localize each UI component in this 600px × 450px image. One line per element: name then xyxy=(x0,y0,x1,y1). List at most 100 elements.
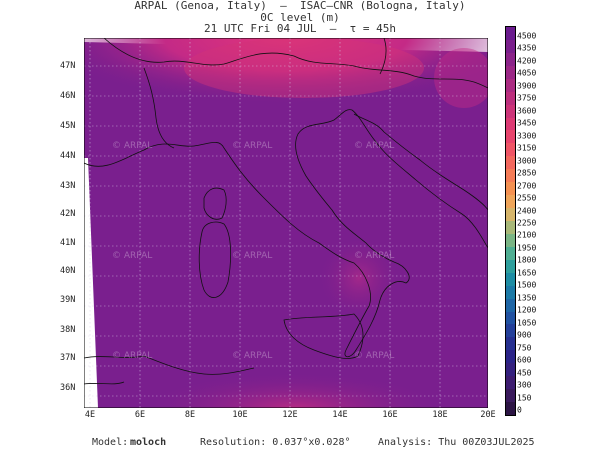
colorbar-segment xyxy=(506,182,515,196)
lat-label: 40N xyxy=(60,266,76,276)
header-title: ARPAL (Genoa, Italy) – ISAC–CNR (Bologna… xyxy=(134,0,466,12)
colorbar-segment xyxy=(506,363,515,377)
colorbar-label: 150 xyxy=(517,393,532,403)
freezing-level-map: © ARPAL © ARPAL © ARPAL © ARPAL © ARPAL … xyxy=(83,37,494,409)
colorbar-label: 2100 xyxy=(517,230,537,240)
colorbar-segment xyxy=(506,221,515,235)
colorbar-segment xyxy=(506,156,515,170)
lat-label: 38N xyxy=(60,325,76,335)
colorbar-segment xyxy=(506,169,515,183)
lat-label: 39N xyxy=(60,295,76,305)
colorbar-segment xyxy=(506,27,515,41)
colorbar-segment xyxy=(506,52,515,67)
watermark: © ARPAL xyxy=(232,251,272,261)
lat-label: 47N xyxy=(60,61,76,71)
map-header: ARPAL (Genoa, Italy) – ISAC–CNR (Bologna… xyxy=(0,0,600,35)
colorbar-label: 450 xyxy=(517,368,532,378)
colorbar-segment xyxy=(506,104,515,119)
colorbar-segment xyxy=(506,402,515,416)
colorbar-segment xyxy=(506,39,515,54)
graticule xyxy=(84,38,488,408)
colorbar-segment xyxy=(506,389,515,403)
watermark: © ARPAL xyxy=(112,251,152,261)
watermark: © ARPAL xyxy=(232,351,272,361)
model-label: Model: xyxy=(92,437,129,448)
colorbar-segment xyxy=(506,143,515,157)
colorbar-label: 300 xyxy=(517,380,532,390)
colorbar-label: 1650 xyxy=(517,268,537,278)
lon-label: 8E xyxy=(184,410,196,420)
colorbar-segment xyxy=(506,208,515,222)
colorbar-segment xyxy=(506,259,515,274)
model-value: moloch xyxy=(130,437,167,448)
lat-label: 45N xyxy=(60,121,76,131)
colorbar-segment xyxy=(506,376,515,390)
colorbar-segment xyxy=(506,130,515,144)
lon-label: 18E xyxy=(432,410,448,420)
colorbar-label: 3600 xyxy=(517,106,537,116)
lon-label: 16E xyxy=(382,410,398,420)
watermark: © ARPAL xyxy=(112,141,152,151)
colorbar-segment xyxy=(506,117,515,131)
colorbar-segment xyxy=(506,324,515,338)
lon-label: 6E xyxy=(134,410,146,420)
coastlines xyxy=(83,37,489,385)
colorbar-segment xyxy=(506,311,515,325)
colorbar-segment xyxy=(506,350,515,364)
alps-core xyxy=(184,38,424,98)
colorbar-label: 1350 xyxy=(517,293,537,303)
lon-label: 10E xyxy=(232,410,248,420)
south-high-region xyxy=(144,338,444,408)
lat-label: 42N xyxy=(60,209,76,219)
lat-label: 41N xyxy=(60,238,76,248)
colorbar-label: 1200 xyxy=(517,305,537,315)
colorbar-label: 2850 xyxy=(517,168,537,178)
colorbar-segment xyxy=(506,285,515,300)
header-variable: 0C level (m) xyxy=(260,10,340,24)
lon-label: 12E xyxy=(282,410,298,420)
header-valid-time: 21 UTC Fri 04 JUL – τ = 45h xyxy=(203,22,397,35)
colorbar-label: 3150 xyxy=(517,143,537,153)
lat-label: 44N xyxy=(60,151,76,161)
colorbar-label: 0 xyxy=(517,405,522,415)
watermark: © ARPAL xyxy=(354,351,394,361)
calabria-high-region xyxy=(319,238,399,318)
lon-label: 14E xyxy=(332,410,348,420)
colorbar-segment xyxy=(506,337,515,351)
colorbar-label: 750 xyxy=(517,343,532,353)
colorbar-label: 2250 xyxy=(517,218,537,228)
map-panel: © ARPAL © ARPAL © ARPAL © ARPAL © ARPAL … xyxy=(83,37,494,409)
lat-label: 46N xyxy=(60,91,76,101)
colorbar-label: 2700 xyxy=(517,181,537,191)
colorbar-label: 3450 xyxy=(517,118,537,128)
colorbar-label: 900 xyxy=(517,330,532,340)
watermark: © ARPAL xyxy=(354,251,394,261)
colorbar-label: 600 xyxy=(517,355,532,365)
watermark: © ARPAL xyxy=(232,141,272,151)
colorbar-label: 4200 xyxy=(517,56,537,66)
analysis-time: Analysis: Thu 00Z03JUL2025 xyxy=(378,437,535,448)
colorbar-label: 4350 xyxy=(517,43,537,53)
colorbar-label: 4500 xyxy=(517,31,537,41)
lat-label: 36N xyxy=(60,383,76,393)
colorbar-label: 1050 xyxy=(517,318,537,328)
colorbar-label: 3300 xyxy=(517,131,537,141)
colorbar-label: 1500 xyxy=(517,280,537,290)
colorbar-label: 3000 xyxy=(517,156,537,166)
resolution-text: Resolution: 0.037°x0.028° xyxy=(200,437,351,448)
lat-label: 37N xyxy=(60,353,76,363)
colorbar-segment xyxy=(506,78,515,93)
watermark: © ARPAL xyxy=(112,351,152,361)
colorbar-label: 3750 xyxy=(517,93,537,103)
colorbar xyxy=(505,26,516,416)
colorbar-segment xyxy=(506,91,515,106)
lon-label: 4E xyxy=(84,410,96,420)
colorbar-segment xyxy=(506,233,515,248)
lat-label: 43N xyxy=(60,181,76,191)
colorbar-segment xyxy=(506,65,515,80)
colorbar-label: 1800 xyxy=(517,255,537,265)
watermark-layer: © ARPAL © ARPAL © ARPAL © ARPAL © ARPAL … xyxy=(112,141,394,361)
east-high-region xyxy=(434,48,494,108)
colorbar-segment xyxy=(506,298,515,313)
colorbar-label: 1950 xyxy=(517,243,537,253)
